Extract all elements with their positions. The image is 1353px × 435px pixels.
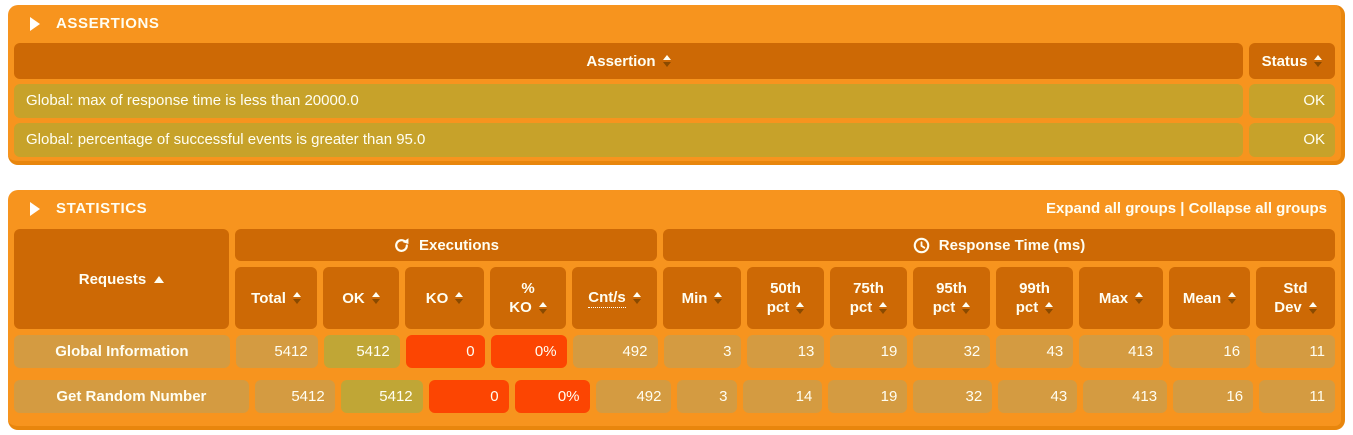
assertion-row: Global: max of response time is less tha… — [8, 84, 1341, 118]
p50-cell: 13 — [747, 335, 825, 368]
col-header-50th-pct[interactable]: 50th pct — [747, 267, 824, 329]
max-cell: 413 — [1083, 380, 1168, 413]
statistics-title: STATISTICS — [56, 200, 148, 217]
collapse-toggle-icon[interactable] — [30, 201, 40, 216]
min-cell: 3 — [677, 380, 738, 413]
assertion-status: OK — [1249, 123, 1335, 157]
clock-icon — [913, 237, 930, 254]
sort-icon — [455, 292, 464, 304]
sort-icon — [371, 292, 380, 304]
statistics-table: Requests Executions — [8, 229, 1341, 413]
cnt-s-cell: 492 — [595, 380, 672, 413]
col-header-max[interactable]: Max — [1079, 267, 1163, 329]
sort-icon — [962, 301, 971, 314]
std-dev-cell: 11 — [1256, 335, 1335, 368]
p95-cell: 32 — [913, 380, 993, 413]
col-header-95th-pct[interactable]: 95th pct — [913, 267, 990, 329]
sort-icon — [879, 301, 888, 314]
table-row: Get Random Number 5412 5412 0 0% 492 3 1… — [8, 380, 1341, 413]
p50-cell: 14 — [743, 380, 823, 413]
sort-icon — [662, 55, 671, 67]
sort-icon — [1045, 301, 1054, 314]
assertion-status: OK — [1249, 84, 1335, 118]
max-cell: 413 — [1079, 335, 1164, 368]
sort-icon — [796, 301, 805, 314]
col-header-75th-pct[interactable]: 75th pct — [830, 267, 907, 329]
expand-all-groups-link[interactable]: Expand all groups — [1046, 200, 1177, 217]
group-links: Expand all groups | Collapse all groups — [1046, 200, 1327, 217]
col-header-cnt-s[interactable]: Cnt/s — [572, 267, 657, 329]
sort-icon — [1308, 301, 1317, 314]
col-header-min[interactable]: Min — [663, 267, 741, 329]
collapse-toggle-icon[interactable] — [30, 16, 40, 31]
assertion-text: Global: percentage of successful events … — [14, 123, 1243, 157]
assertions-title-bar: ASSERTIONS — [8, 5, 1341, 32]
col-header-std-dev[interactable]: Std Dev — [1256, 267, 1335, 329]
assertion-row: Global: percentage of successful events … — [8, 123, 1341, 157]
sort-icon — [632, 292, 641, 304]
assertions-panel: ASSERTIONS Assertion Status Global: max … — [8, 5, 1345, 165]
ok-cell: 5412 — [340, 380, 423, 413]
ok-cell: 5412 — [323, 335, 400, 368]
assertions-table-header: Assertion Status — [8, 43, 1341, 79]
request-name-cell[interactable]: Get Random Number — [14, 380, 249, 413]
min-cell: 3 — [663, 335, 742, 368]
p95-cell: 32 — [913, 335, 991, 368]
sort-icon — [1228, 292, 1237, 304]
total-cell: 5412 — [235, 335, 318, 368]
response-time-group-header: Response Time (ms) — [663, 229, 1335, 261]
p75-cell: 19 — [828, 380, 908, 413]
col-header-total[interactable]: Total — [235, 267, 317, 329]
sort-icon — [1135, 292, 1144, 304]
mean-cell: 16 — [1173, 380, 1254, 413]
sort-icon — [714, 292, 723, 304]
sort-asc-icon — [154, 275, 165, 283]
executions-group-header: Executions — [235, 229, 657, 261]
col-header-requests[interactable]: Requests — [14, 229, 229, 329]
p75-cell: 19 — [830, 335, 908, 368]
refresh-icon — [393, 237, 410, 254]
sort-icon — [538, 301, 547, 314]
statistics-title-bar: STATISTICS Expand all groups | Collapse … — [8, 190, 1341, 217]
ko-pct-cell: 0% — [514, 380, 590, 413]
assertion-text: Global: max of response time is less tha… — [14, 84, 1243, 118]
col-header-ok[interactable]: OK — [323, 267, 399, 329]
col-header-ko[interactable]: KO — [405, 267, 484, 329]
ko-cell: 0 — [428, 380, 509, 413]
col-header-ko-pct[interactable]: % KO — [490, 267, 566, 329]
col-header-99th-pct[interactable]: 99th pct — [996, 267, 1073, 329]
std-dev-cell: 11 — [1259, 380, 1335, 413]
sort-icon — [1314, 55, 1323, 67]
assertions-title: ASSERTIONS — [56, 15, 160, 32]
mean-cell: 16 — [1169, 335, 1251, 368]
collapse-all-groups-link[interactable]: Collapse all groups — [1188, 200, 1327, 217]
ko-cell: 0 — [405, 335, 485, 368]
col-header-status[interactable]: Status — [1249, 43, 1335, 79]
table-row: Global Information 5412 5412 0 0% 492 3 … — [8, 335, 1341, 368]
total-cell: 5412 — [254, 380, 335, 413]
p99-cell: 43 — [998, 380, 1078, 413]
sort-icon — [292, 292, 301, 304]
p99-cell: 43 — [996, 335, 1074, 368]
statistics-table-header: Requests Executions — [8, 229, 1341, 329]
col-header-assertion[interactable]: Assertion — [14, 43, 1243, 79]
request-name-cell[interactable]: Global Information — [14, 335, 230, 368]
ko-pct-cell: 0% — [490, 335, 567, 368]
col-header-mean[interactable]: Mean — [1169, 267, 1250, 329]
cnt-s-cell: 492 — [572, 335, 658, 368]
statistics-panel: STATISTICS Expand all groups | Collapse … — [8, 190, 1345, 430]
